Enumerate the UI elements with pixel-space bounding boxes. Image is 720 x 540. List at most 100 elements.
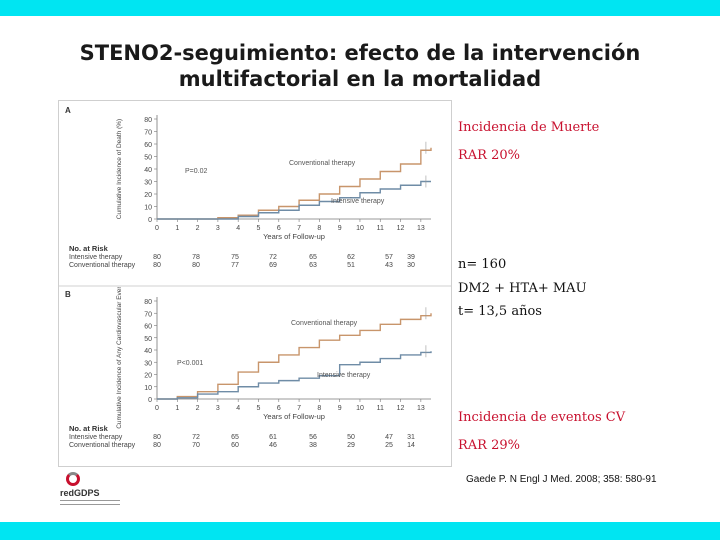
x-tick-label: 8 bbox=[317, 225, 321, 232]
y-tick-label: 80 bbox=[144, 299, 152, 306]
at-risk-value: 72 bbox=[269, 254, 277, 261]
x-tick-label: 13 bbox=[417, 225, 425, 232]
at-risk-value: 30 bbox=[407, 262, 415, 269]
x-tick-label: 12 bbox=[397, 405, 405, 412]
at-risk-value: 72 bbox=[192, 434, 200, 441]
series-line-conventional bbox=[157, 313, 432, 400]
at-risk-row-label: Intensive therapy bbox=[69, 254, 123, 261]
y-tick-label: 30 bbox=[144, 180, 152, 187]
x-tick-label: 10 bbox=[356, 225, 364, 232]
at-risk-value: 29 bbox=[347, 442, 355, 449]
y-tick-label: 70 bbox=[144, 130, 152, 137]
series-label: Intensive therapy bbox=[331, 198, 385, 205]
at-risk-value: 65 bbox=[309, 254, 317, 261]
rar-death-label: RAR 20% bbox=[458, 148, 520, 163]
logo-mark-icon bbox=[66, 472, 80, 486]
y-tick-label: 0 bbox=[148, 397, 152, 404]
series-label: Intensive therapy bbox=[317, 372, 371, 379]
at-risk-heading: No. at Risk bbox=[69, 244, 109, 253]
at-risk-row-label: Conventional therapy bbox=[69, 442, 136, 449]
series-line-intensive bbox=[157, 180, 431, 220]
logo-text: redGDPS bbox=[60, 488, 100, 498]
at-risk-value: 31 bbox=[407, 434, 415, 441]
bottom-accent-bar bbox=[0, 522, 720, 540]
x-tick-label: 1 bbox=[175, 405, 179, 412]
x-tick-label: 5 bbox=[257, 405, 261, 412]
x-tick-label: 4 bbox=[236, 405, 240, 412]
at-risk-value: 43 bbox=[385, 262, 393, 269]
logo-rule bbox=[60, 500, 120, 505]
redgdps-logo: redGDPS bbox=[60, 472, 150, 512]
at-risk-value: 69 bbox=[269, 262, 277, 269]
series-label: Conventional therapy bbox=[289, 160, 356, 167]
panel-b-chart: B Cumulative Incidence of Any Cardiovascu… bbox=[65, 287, 432, 449]
x-tick-label: 1 bbox=[175, 225, 179, 232]
y-tick-label: 50 bbox=[144, 155, 152, 162]
x-tick-label: 13 bbox=[417, 405, 425, 412]
incidence-death-label: Incidencia de Muerte bbox=[458, 120, 600, 135]
at-risk-value: 80 bbox=[153, 442, 161, 449]
x-tick-label: 8 bbox=[317, 405, 321, 412]
at-risk-value: 61 bbox=[269, 434, 277, 441]
at-risk-value: 80 bbox=[192, 262, 200, 269]
at-risk-value: 50 bbox=[347, 434, 355, 441]
y-tick-label: 80 bbox=[144, 117, 152, 124]
at-risk-value: 65 bbox=[231, 434, 239, 441]
at-risk-value: 80 bbox=[153, 254, 161, 261]
x-tick-label: 6 bbox=[277, 405, 281, 412]
y-tick-label: 40 bbox=[144, 167, 152, 174]
x-tick-label: 6 bbox=[277, 225, 281, 232]
at-risk-value: 75 bbox=[231, 254, 239, 261]
x-tick-label: 5 bbox=[257, 225, 261, 232]
x-tick-label: 9 bbox=[338, 405, 342, 412]
x-tick-label: 10 bbox=[356, 405, 364, 412]
at-risk-heading: No. at Risk bbox=[69, 424, 109, 433]
series-label: Conventional therapy bbox=[291, 320, 358, 327]
at-risk-value: 47 bbox=[385, 434, 393, 441]
at-risk-value: 56 bbox=[309, 434, 317, 441]
y-tick-label: 50 bbox=[144, 336, 152, 343]
p-value-label: P<0.001 bbox=[177, 360, 203, 367]
at-risk-value: 25 bbox=[385, 442, 393, 449]
panel-label: A bbox=[65, 106, 71, 115]
top-accent-bar bbox=[0, 0, 720, 16]
at-risk-value: 14 bbox=[407, 442, 415, 449]
title-line-1: STENO2-seguimiento: efecto de la interve… bbox=[79, 41, 641, 65]
panel-label: B bbox=[65, 290, 71, 299]
y-tick-label: 60 bbox=[144, 324, 152, 331]
title-line-2: multifactorial en la mortalidad bbox=[178, 67, 542, 91]
x-tick-label: 0 bbox=[155, 225, 159, 232]
y-tick-label: 20 bbox=[144, 192, 152, 199]
series-line-intensive bbox=[157, 351, 432, 400]
x-tick-label: 7 bbox=[297, 405, 301, 412]
series-line-conventional bbox=[157, 147, 432, 220]
y-tick-label: 60 bbox=[144, 142, 152, 149]
y-axis-title: Cumulative Incidence of Death (%) bbox=[116, 119, 123, 219]
incidence-cv-label: Incidencia de eventos CV bbox=[458, 410, 626, 425]
population-label: DM2 + HTA+ MAU bbox=[458, 281, 587, 296]
y-tick-label: 40 bbox=[144, 348, 152, 355]
y-axis-title: Cumulative Incidence of Any Cardiovascul… bbox=[116, 287, 123, 429]
x-axis-title: Years of Follow-up bbox=[263, 232, 325, 241]
at-risk-value: 46 bbox=[269, 442, 277, 449]
at-risk-value: 57 bbox=[385, 254, 393, 261]
y-tick-label: 0 bbox=[148, 217, 152, 224]
at-risk-value: 51 bbox=[347, 262, 355, 269]
p-value-label: P=0.02 bbox=[185, 168, 207, 175]
at-risk-value: 70 bbox=[192, 442, 200, 449]
y-tick-label: 10 bbox=[144, 205, 152, 212]
x-tick-label: 9 bbox=[338, 225, 342, 232]
x-tick-label: 0 bbox=[155, 405, 159, 412]
at-risk-value: 62 bbox=[347, 254, 355, 261]
followup-label: t= 13,5 años bbox=[458, 304, 542, 319]
x-tick-label: 4 bbox=[236, 225, 240, 232]
y-tick-label: 30 bbox=[144, 360, 152, 367]
x-tick-label: 2 bbox=[196, 225, 200, 232]
x-tick-label: 7 bbox=[297, 225, 301, 232]
x-tick-label: 11 bbox=[377, 405, 384, 412]
slide-title: STENO2-seguimiento: efecto de la interve… bbox=[40, 40, 680, 92]
x-tick-label: 11 bbox=[377, 225, 384, 232]
x-tick-label: 2 bbox=[196, 405, 200, 412]
y-tick-label: 70 bbox=[144, 311, 152, 318]
